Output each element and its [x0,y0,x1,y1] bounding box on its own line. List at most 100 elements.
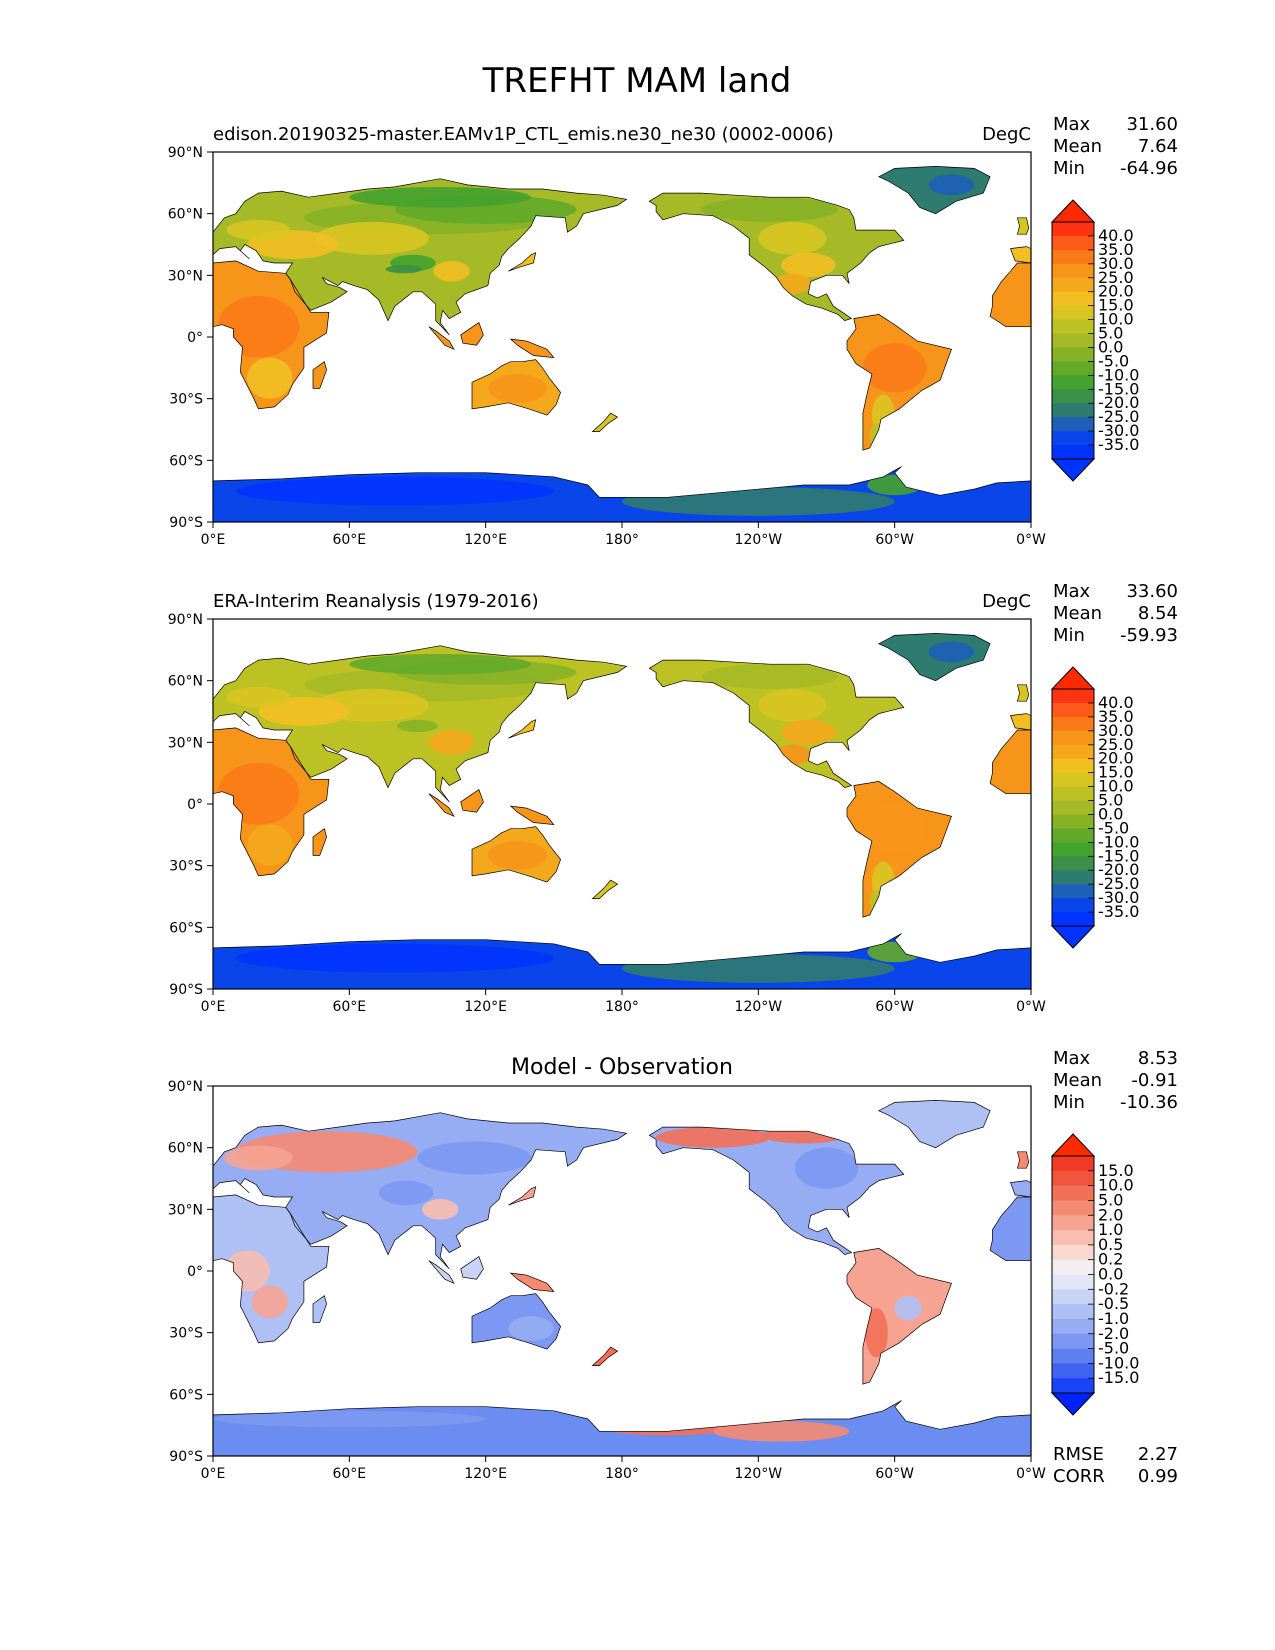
colorbar-tick-label: 30.0 [1098,721,1134,740]
stat-label-min: Min [1053,625,1085,646]
colorbar-segment [1052,1185,1094,1201]
land-uk [1017,1151,1029,1169]
colorbar-segment [1052,800,1094,815]
land-iberia [1010,246,1031,263]
colorbar-tick-label: 0.0 [1098,1265,1123,1284]
coastline-southAmerica [846,1248,952,1385]
land-layer [213,1100,1031,1456]
colorbar-tick-label: 20.0 [1098,749,1134,768]
colorbar-segment [1052,1156,1094,1172]
colorbar-tick-label: -25.0 [1098,874,1139,893]
coastline-newGuinea [509,338,555,359]
colorbar-segment [1052,1170,1094,1187]
stat-value-min: -10.36 [1120,1092,1178,1113]
coastline-newZealand [591,412,619,432]
colorbar-tick-label: -5.0 [1098,351,1129,370]
lon-tick-label: 180° [605,532,639,548]
colorbar-tick-label: -25.0 [1098,407,1139,426]
land-newZealand [592,880,618,899]
colorbar-segment [1052,235,1094,251]
stat-value-mean: 7.64 [1138,136,1178,157]
colorbar-tick-label: -0.2 [1098,1279,1129,1298]
colorbar-segment [1052,689,1094,704]
coastline-westAfricaEdge [989,729,1031,795]
land-westAfricaEdge [990,1197,1031,1261]
coastline-australia [471,826,561,883]
colorbar-segment [1052,828,1094,843]
lon-tick-label: 60°W [875,999,914,1015]
colorbar-segment [1052,1333,1094,1350]
land-sumatra [428,1260,454,1284]
field-region [865,1308,888,1358]
field-region [315,221,429,255]
field-region [397,719,438,733]
field-region [258,697,350,726]
lon-tick-label: 60°W [875,532,914,548]
land-madagascar [313,828,327,856]
colorbar-tick-label: -35.0 [1098,902,1139,921]
lat-tick-label: 60°S [169,453,203,469]
colorbar-tick-label: 40.0 [1098,226,1134,245]
colorbar-tick-label: -10.0 [1098,832,1139,851]
stat-label-min: Min [1053,158,1085,179]
stat-label-max: Max [1053,581,1091,602]
colorbar-tick-label: -30.0 [1098,421,1139,440]
colorbar-segment [1052,1348,1094,1364]
coastline-greenland [878,1100,991,1149]
colorbar-tick-label: 5.0 [1098,324,1123,343]
coastline-borneo [460,1256,484,1280]
lat-tick-label: 30°S [169,392,203,408]
lon-tick-label: 120°W [735,1466,783,1482]
field-region [247,357,293,399]
colorbar-segment [1052,1244,1094,1261]
colorbar-segment [1052,856,1094,871]
lat-tick-label: 60°N [168,674,203,690]
panel-center-title: Model - Observation [511,1055,733,1080]
field-region [349,186,532,208]
colorbar-segment [1052,263,1094,279]
colorbar-tick-label: -10.0 [1098,1353,1139,1372]
map-panel-3: 90°N 60°N 30°N 0° 30°S 60°S 90°S0°E 60°E 120°E 18… [168,1048,1178,1487]
colorbar-segment [1052,431,1094,446]
colorbar-tick-label: 25.0 [1098,268,1134,287]
coastline-eurasia [213,645,628,803]
colorbar-tick-label: 10.0 [1098,1176,1134,1195]
land-japan [508,1186,536,1206]
coastline-southAmerica [846,781,952,918]
coastline-sumatra [428,326,455,351]
coastline-iberia [1010,246,1031,264]
lat-tick-label: 30°N [168,735,203,751]
lon-tick-label: 60°W [875,1466,914,1482]
colorbar-segment [1052,347,1094,362]
coastline-japan [508,719,537,739]
colorbar-segment [1052,305,1094,321]
land-westAfricaEdge [990,263,1031,327]
coastline-eurasia [213,1112,628,1270]
lon-tick-label: 0°W [1016,1466,1046,1482]
land-iberia [1010,713,1031,730]
coastline-westAfricaEdge [989,262,1031,328]
lat-tick-label: 0° [187,797,203,813]
lon-tick-label: 120°W [735,999,783,1015]
field-region [385,265,423,274]
colorbar-tick-label: 35.0 [1098,707,1134,726]
lon-tick-label: 60°E [332,1466,366,1482]
panel-left-title: ERA-Interim Reanalysis (1979-2016) [213,591,539,612]
stat-label-mean: Mean [1053,1070,1102,1091]
coastline-iberia [1010,1180,1031,1198]
stat-label-rmse: RMSE [1053,1444,1104,1465]
colorbar-tick-label: 5.0 [1098,1190,1123,1209]
colorbar-segment [1052,1363,1094,1379]
stat-label-max: Max [1053,114,1091,135]
coastline-newZealand [591,879,619,899]
colorbar-tick-label: 0.0 [1098,804,1123,823]
colorbar-tick-label: -20.0 [1098,393,1139,412]
coastline-antarctica [213,1400,1031,1432]
colorbar-tick-label: -5.0 [1098,818,1129,837]
field-region [894,1295,922,1321]
field-region [251,1285,288,1319]
colorbar-segment [1052,758,1094,774]
coastline-africa [213,260,330,410]
coastline-northAmerica [648,659,905,788]
field-region [862,804,927,854]
